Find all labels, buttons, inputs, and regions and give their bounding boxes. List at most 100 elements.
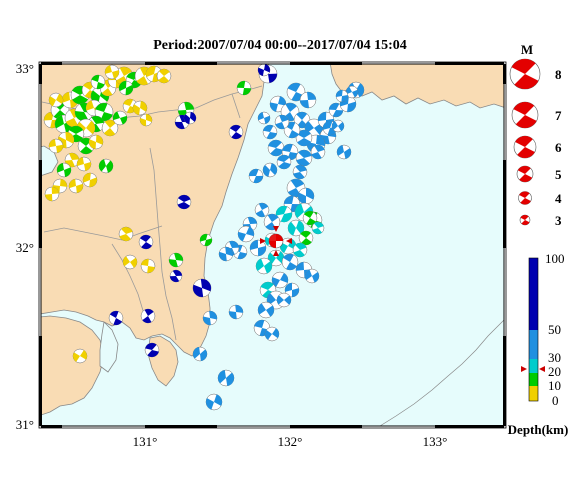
lon-tick-132: 132° [278,434,303,449]
depth-band-deep [529,258,538,330]
main-event [260,226,292,256]
focal-mechanism-ball [331,119,345,133]
magnitude-legend-heading: M [521,42,533,57]
focal-mechanism-ball [255,257,273,275]
focal-mechanism-ball [302,210,318,226]
focal-mechanism-ball [304,268,320,284]
focal-mechanism-ball [257,111,271,125]
focal-mechanism-ball [98,158,114,174]
magnitude-legend-label: 3 [555,213,562,228]
focal-mechanism-ball [104,64,120,80]
magnitude-legend-label: 7 [555,108,562,123]
focal-mechanism-ball [287,219,305,237]
focal-mechanism-ball [48,92,64,108]
focal-mechanism-ball [237,225,255,243]
focal-mechanism-ball [132,100,148,116]
prefecture-borders [41,85,263,341]
focal-mechanism-ball [139,113,153,127]
depth-band-10-20 [529,373,538,386]
focal-mechanism-ball [192,278,212,298]
focal-mechanism-ball [169,269,183,283]
focal-mechanism-ball [228,304,244,320]
focal-mechanism-ball [284,282,300,298]
lat-tick-31: 31° [16,417,34,432]
focal-mechanism-ball [144,342,160,358]
focal-mechanism-ball [254,202,270,218]
magnitude-legend-label: 5 [555,167,562,182]
focal-mechanism-ball [262,124,278,140]
focal-mechanism-ball [168,252,184,268]
depth-label-20: 20 [548,364,561,379]
magnitude-legend-label: 4 [555,191,562,206]
focal-mechanism-ball [68,178,84,194]
focal-mechanism-ball [299,91,317,109]
focal-mechanism-ball [228,124,244,140]
focal-mechanism-ball [286,82,306,102]
depth-label-30: 30 [548,350,561,365]
focal-mechanism-ball [311,221,325,235]
focal-mechanism-ball [345,85,359,99]
focal-mechanism-ball [292,242,308,258]
focal-mechanism-ball [44,186,60,202]
depth-marker-left [521,366,527,372]
focal-mechanism-ball [262,162,278,178]
depth-label-0: 0 [552,393,559,408]
depth-label-50: 50 [548,322,561,337]
depth-band-0-10 [529,386,538,401]
focal-mechanism-ball [205,393,223,411]
focal-mechanism-ball [140,258,156,274]
depth-legend: 100 50 30 20 10 0 Depth(km) [508,251,569,437]
focal-mechanism-ball [88,134,104,150]
longitude-labels: 131° 132° 133° [133,434,448,449]
lon-tick-133: 133° [423,434,448,449]
magnitude-legend-ball [516,165,534,183]
focal-mechanism-ball [108,310,124,326]
focal-mechanism-ball [310,144,326,160]
depth-legend-caption: Depth(km) [508,422,569,437]
focal-mechanism-ball [140,308,156,324]
map-frame [38,61,507,429]
amakusa-islands [41,145,59,177]
focal-mechanism-ball [101,119,119,137]
focal-mechanism-ball [275,205,293,223]
focal-mechanism-ball [72,348,88,364]
focal-mechanism-ball [276,154,292,170]
focal-mechanism-ball [236,80,252,96]
focal-mechanism-ball [202,310,218,326]
depth-label-10: 10 [548,378,561,393]
focal-mechanism-ball [138,234,154,250]
focal-mechanism-ball [264,326,280,342]
magnitude-legend-ball [509,58,541,90]
focal-mechanism-ball [176,194,192,210]
station-triangle-top [273,226,279,232]
lon-tick-131: 131° [133,434,158,449]
focal-mechanism-ball [192,346,208,362]
focal-mechanism-ball [292,164,308,180]
focal-mechanism-ball [335,89,349,103]
depth-band-30-50 [529,330,538,359]
focal-mechanism-ball [249,239,267,257]
focal-mechanism-ball [76,156,92,172]
focal-mechanism-ball [183,111,197,125]
focal-mechanism-ball [118,80,134,96]
focal-mechanism-ball [336,144,352,160]
focal-mechanism-ball [295,149,313,167]
magnitude-legend-ball [511,101,539,129]
station-triangle-right [286,238,292,244]
depth-band-20-30 [529,359,538,373]
kagoshima-bay [99,321,119,373]
lat-tick-32: 32° [16,240,34,255]
focal-mechanism-ball [64,152,80,168]
satsuma-peninsula [41,315,105,416]
focal-mechanism-ball [48,138,64,154]
focal-mechanism-ball [257,64,271,77]
magnitude-legend: M 8 7 6 5 4 3 [509,42,562,228]
focal-mechanism-ball [118,226,134,242]
focal-mechanism-ball [90,74,106,90]
magnitude-legend-label: 8 [555,67,562,82]
focal-mechanism-ball [295,129,313,147]
focal-mechanism-ball [122,254,138,270]
latitude-labels: 33° 32° 31° [16,61,34,432]
magnitude-legend-ball [519,214,531,226]
